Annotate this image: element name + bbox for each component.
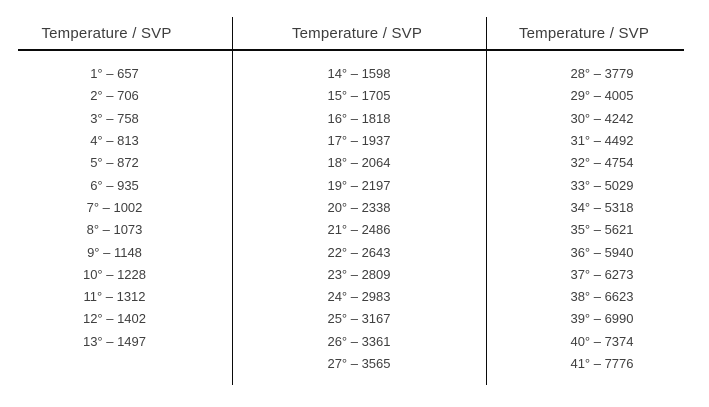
table-row: 8° – 1073: [86, 222, 143, 238]
table-row: 31° – 4492: [570, 133, 634, 149]
table-row: 13° – 1497: [82, 333, 147, 349]
table-row: 37° – 6273: [570, 266, 634, 282]
svp-table-column-2: Temperature / SVP 14° – 1598 15° – 1705 16…: [233, 17, 487, 385]
table-row: 25° – 3167: [327, 311, 391, 327]
table-row: 36° – 5940: [570, 244, 634, 260]
column-header: Temperature / SVP: [518, 24, 650, 42]
table-row: 14° – 1598: [327, 66, 391, 82]
table-row: 1° – 657: [90, 66, 139, 82]
table-row: 26° – 3361: [327, 333, 391, 349]
table-row: 32° – 4754: [570, 155, 634, 171]
svp-table-column-3: Temperature / SVP 28° – 3779 29° – 4005 30…: [487, 17, 709, 385]
table-row: 15° – 1705: [327, 88, 391, 104]
table-row: 28° – 3779: [570, 66, 634, 82]
table-row: 21° – 2486: [327, 222, 391, 238]
header-underline: [18, 49, 684, 51]
table-row: 29° – 4005: [570, 88, 634, 104]
table-row: 18° – 2064: [327, 155, 391, 171]
table-row: 24° – 2983: [327, 289, 391, 305]
table-row: 38° – 6623: [570, 289, 634, 305]
table-row: 33° – 5029: [570, 177, 634, 193]
table-row: 20° – 2338: [327, 199, 391, 215]
table-row: 35° – 5621: [570, 222, 634, 238]
table-row: 39° – 6990: [570, 311, 634, 327]
table-row: 6° – 935: [90, 177, 139, 193]
table-row: 5° – 872: [90, 155, 139, 171]
table-row: 9° – 1148: [87, 244, 142, 260]
table-row: 22° – 2643: [327, 244, 391, 260]
table-row: 10° – 1228: [82, 266, 147, 282]
table-row: 2° – 706: [90, 88, 139, 104]
column-rows: 1° – 657 2° – 706 3° – 758 4° – 813 5° – 872…: [0, 49, 233, 352]
column-header: Temperature / SVP: [41, 24, 172, 42]
table-row: 34° – 5318: [570, 199, 634, 215]
column-rows: 14° – 1598 15° – 1705 16° – 1818 17° – 1937…: [233, 49, 487, 375]
table-row: 11° – 1312: [83, 289, 146, 305]
table-row: 41° – 7776: [570, 356, 634, 371]
table-row: 23° – 2809: [327, 266, 391, 282]
table-row: 12° – 1402: [82, 311, 147, 327]
table-row: 17° – 1937: [327, 133, 391, 149]
table-row: 4° – 813: [90, 133, 139, 149]
column-header: Temperature / SVP: [291, 24, 423, 42]
table-row: 16° – 1818: [327, 110, 391, 126]
table-row: 40° – 7374: [570, 333, 634, 349]
table-row: 19° – 2197: [327, 177, 391, 193]
svp-table-column-1: Temperature / SVP 1° – 657 2° – 706 3° – 7…: [0, 17, 233, 385]
table-row: 7° – 1002: [86, 199, 143, 215]
table-row: 3° – 758: [90, 110, 139, 126]
table-row: 27° – 3565: [327, 356, 391, 371]
column-divider-2: [486, 17, 488, 385]
column-rows: 28° – 3779 29° – 4005 30° – 4242 31° – 4492…: [487, 49, 709, 375]
table-row: 30° – 4242: [570, 110, 634, 126]
column-divider-1: [232, 17, 234, 385]
